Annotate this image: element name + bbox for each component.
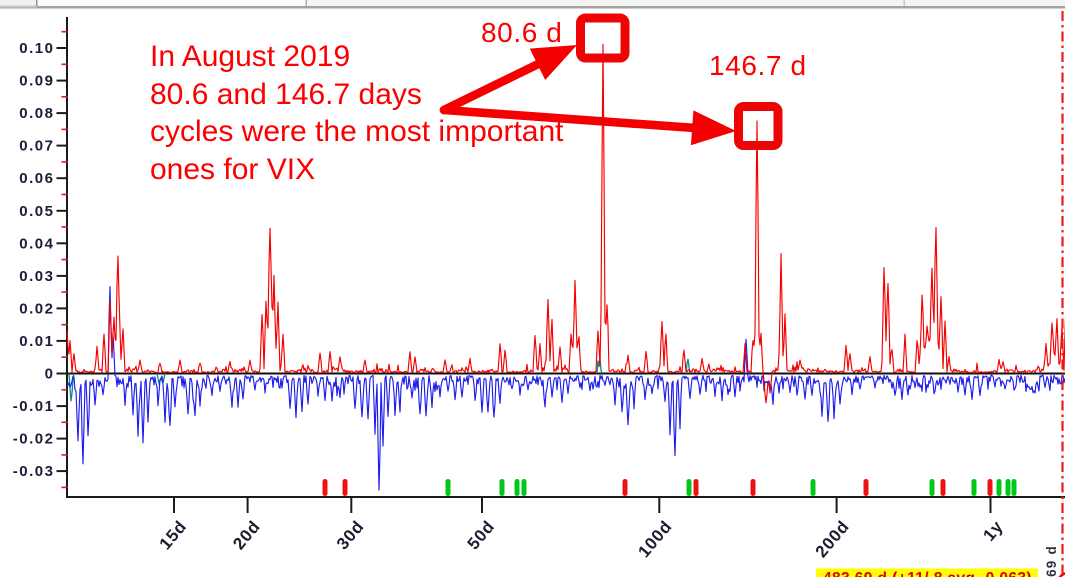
svg-text:483.69 d: 483.69 d	[1044, 545, 1059, 577]
svg-text:ones for VIX: ones for VIX	[150, 153, 315, 186]
svg-text:-0.03: -0.03	[13, 463, 55, 480]
svg-text:0.04: 0.04	[19, 235, 54, 252]
svg-text:146.7 d: 146.7 d	[709, 50, 807, 81]
svg-text:-0.01: -0.01	[13, 398, 55, 415]
svg-text:0.09: 0.09	[19, 73, 54, 90]
svg-text:0.10: 0.10	[19, 40, 54, 57]
svg-text:0.03: 0.03	[19, 268, 54, 285]
svg-text:0.05: 0.05	[19, 203, 54, 220]
svg-text:0.07: 0.07	[19, 138, 54, 155]
svg-text:-0.02: -0.02	[13, 431, 55, 448]
svg-text:80.6 d: 80.6 d	[481, 17, 562, 48]
svg-text:0: 0	[45, 366, 55, 383]
svg-text:80.6 and 146.7 days: 80.6 and 146.7 days	[150, 78, 422, 111]
svg-text:0.01: 0.01	[19, 333, 54, 350]
svg-text:cycles were the most important: cycles were the most important	[150, 115, 564, 148]
svg-text:483.69 d (+11/ 8 avg -0.063): 483.69 d (+11/ 8 avg -0.063)	[823, 570, 1032, 577]
svg-text:0.06: 0.06	[19, 170, 54, 187]
svg-text:In August 2019: In August 2019	[150, 40, 350, 73]
svg-text:0.02: 0.02	[19, 300, 54, 317]
svg-text:0.08: 0.08	[19, 105, 54, 122]
